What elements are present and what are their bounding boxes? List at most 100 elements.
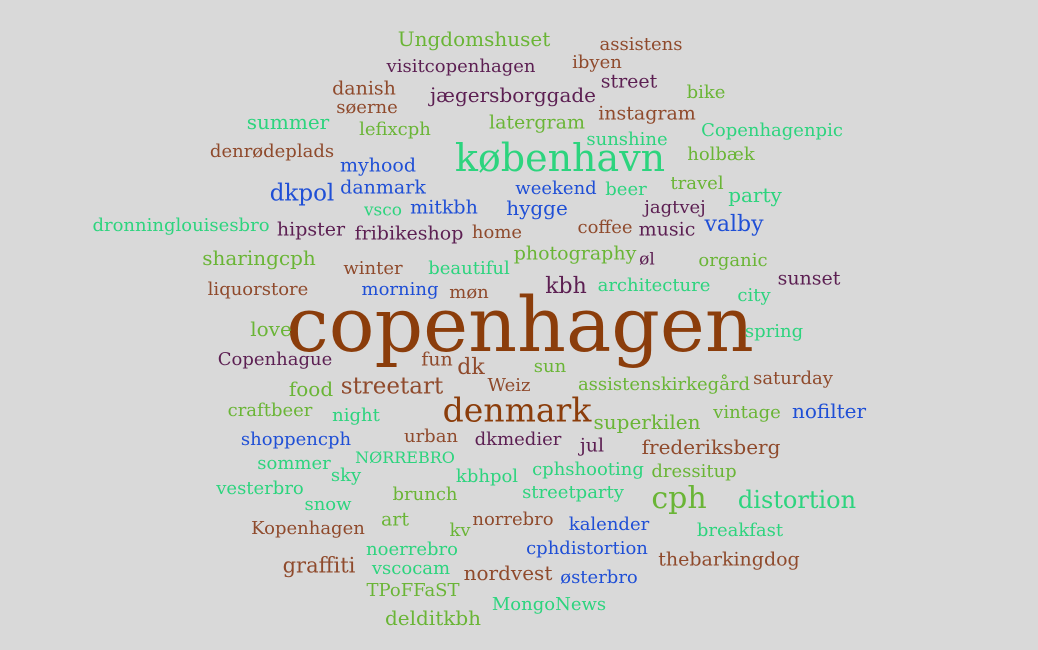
cloud-word: brunch [392,484,458,505]
cloud-word: saturday [753,368,833,389]
cloud-word: Kopenhagen [251,518,365,539]
cloud-word: vintage [713,402,781,423]
cloud-word: music [638,218,696,241]
cloud-word: sharingcph [202,246,316,270]
cloud-word: MongoNews [491,594,607,615]
cloud-word: Weiz [487,375,531,396]
cloud-word: architecture [597,275,711,296]
cloud-word: jægersborggade [429,83,597,107]
cloud-word: danish [332,77,396,100]
cloud-word: mitkbh [410,196,478,219]
cloud-word: home [471,222,523,243]
cloud-word: Copenhague [217,349,333,370]
cloud-word: shoppencph [240,429,352,450]
cloud-word: city [737,285,771,306]
cloud-word: fribikeshop [354,222,464,245]
cloud-word: jul [579,434,605,457]
cloud-word: breakfast [696,520,784,541]
cloud-word: holbæk [687,144,755,165]
cloud-word: beer [605,179,647,200]
cloud-word: vscocam [371,558,451,579]
cloud-word: hipster [276,218,346,241]
cloud-word: travel [670,173,724,194]
cloud-word: danmark [340,176,426,199]
cloud-word: bike [686,82,726,103]
cloud-word: sky [330,465,362,486]
cloud-word: graffiti [282,553,356,578]
cloud-word: norrebro [472,509,554,530]
cloud-word: love [250,317,292,341]
cloud-word: distortion [737,486,857,514]
cloud-word: streetart [340,373,444,400]
cloud-word: frederiksberg [641,435,781,459]
cloud-word: snow [304,494,352,515]
cloud-word: dressitup [651,461,737,482]
cloud-word: nofilter [791,399,867,423]
cloud-word: københavn [454,136,666,180]
cloud-word: visitcopenhagen [386,56,536,77]
cloud-word: myhood [339,154,417,177]
cloud-word: assistens [599,34,683,55]
cloud-word: morning [361,279,439,300]
cloud-word: liquorstore [207,279,309,300]
cloud-word: art [380,508,410,531]
cloud-word: food [288,377,334,401]
cloud-word: kbhpol [455,466,519,487]
cloud-word: beautiful [428,258,510,279]
cloud-word: TPoFFaST [366,580,460,601]
cloud-word: assistenskirkegård [577,374,751,395]
cloud-word: vesterbro [216,478,304,499]
cloud-word: winter [343,258,403,279]
cloud-word: organic [698,250,768,271]
cloud-word: Copenhagenpic [701,120,843,141]
cloud-word: nordvest [463,561,553,585]
cloud-word: summer [246,110,330,134]
cloud-word: delditkbh [384,606,482,630]
cloud-word: noerrebro [366,539,458,560]
cloud-word: instagram [598,102,696,125]
cloud-word: sun [533,356,567,377]
cloud-word: weekend [515,178,597,199]
cloud-word: østerbro [560,567,638,588]
cloud-word: lefixcph [359,119,431,140]
cloud-word: sunshine [586,129,668,150]
cloud-word: thebarkingdog [658,548,800,571]
cloud-word: dk [457,355,485,380]
cloud-word: dronninglouisesbro [92,215,270,236]
cloud-word: denrødeplads [209,141,335,162]
cloud-word: streetparty [522,482,624,503]
cloud-word: NØRREBRO [355,448,455,467]
cloud-word: ibyen [572,52,622,73]
cloud-word: valby [704,212,764,237]
cloud-word: superkilen [593,410,701,434]
cloud-word: kalender [568,514,650,535]
cloud-word: øl [639,249,655,270]
cloud-word: cphshooting [532,459,644,480]
cloud-word: photography [513,242,637,265]
cloud-word: latergram [489,111,585,134]
cloud-word: copenhagen [286,280,754,369]
cloud-word: vsco [363,200,403,221]
cloud-word: kv [449,520,471,541]
cloud-word: urban [403,426,459,447]
cloud-word: party [728,183,782,207]
cloud-word: cph [651,481,707,516]
cloud-word: jagtvej [644,197,706,218]
cloud-word: Ungdomshuset [397,27,551,51]
cloud-word: night [332,405,380,426]
cloud-word: cphdistortion [526,538,648,559]
cloud-word: craftbeer [227,400,313,421]
cloud-word: coffee [577,217,633,238]
cloud-word: dkpol [269,180,335,207]
cloud-word: denmark [442,390,592,430]
cloud-word: møn [449,282,489,303]
cloud-word: fun [421,348,453,371]
cloud-word: spring [744,321,804,342]
cloud-word: dkmedier [474,429,562,450]
cloud-word: søerne [336,97,398,118]
cloud-word: sunset [777,267,841,290]
cloud-word: hygge [506,196,568,220]
cloud-word: sommer [257,453,331,474]
cloud-word: street [600,70,658,93]
